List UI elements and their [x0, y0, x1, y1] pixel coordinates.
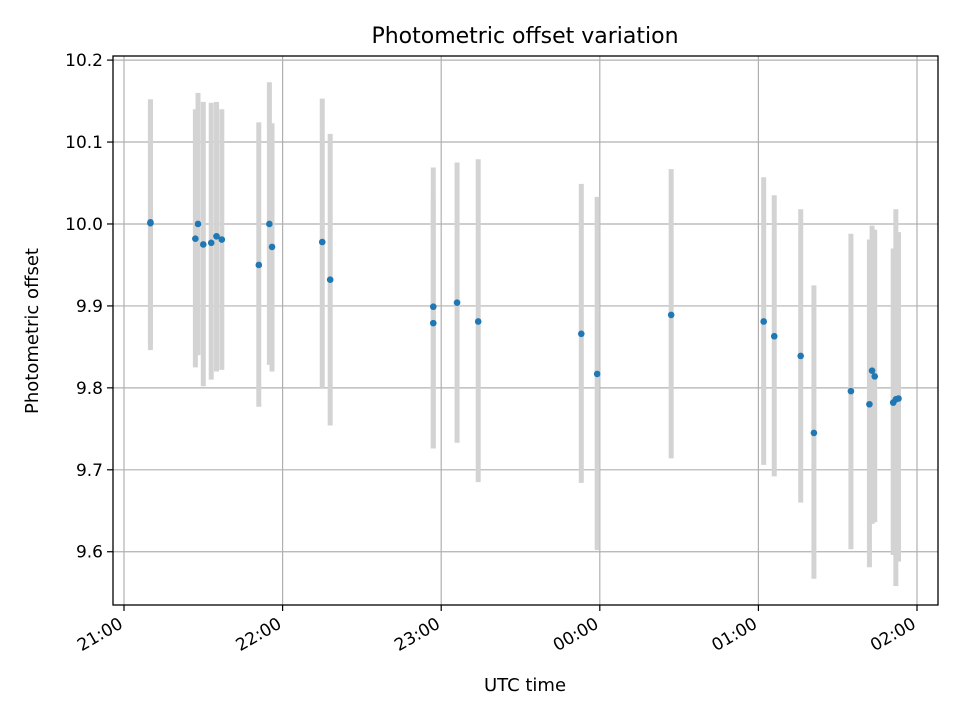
plot-frame: [112, 55, 939, 606]
data-point: [474, 318, 482, 325]
data-point: [866, 400, 873, 408]
data-point: [255, 261, 263, 269]
y-axis-label: Photometric offset: [22, 248, 43, 414]
data-point: [268, 243, 276, 251]
y-tick-label: 10.1: [65, 133, 103, 153]
data-point: [318, 238, 326, 246]
data-point: [797, 352, 804, 360]
data-points: [147, 219, 902, 437]
data-point: [200, 241, 207, 248]
chart-title: Photometric offset variation: [371, 24, 678, 49]
data-point: [147, 219, 154, 226]
data-point: [192, 235, 199, 243]
data-point: [266, 220, 273, 228]
data-point: [429, 303, 437, 311]
data-point: [770, 332, 778, 340]
data-point: [453, 299, 461, 306]
data-point: [868, 367, 876, 374]
x-axis-label: UTC time: [484, 675, 566, 696]
y-tick-label: 9.6: [76, 543, 103, 563]
data-point: [218, 236, 226, 243]
data-point: [847, 387, 855, 395]
y-tick-label: 9.9: [76, 297, 103, 317]
y-tick-label: 9.7: [76, 461, 103, 481]
data-point: [194, 220, 202, 228]
data-point: [213, 232, 220, 240]
data-point: [207, 239, 215, 247]
data-point: [760, 318, 767, 325]
y-tick-label: 9.8: [76, 379, 103, 399]
data-point: [871, 373, 879, 380]
data-point: [577, 330, 585, 338]
y-tick-label: 10.2: [65, 51, 103, 71]
data-point: [326, 276, 334, 283]
data-point: [667, 311, 675, 319]
data-point: [895, 395, 902, 402]
axis-ticks: 21:00 22:00 23:00 00:00 01:00 02:009.69.79.89…: [65, 51, 919, 656]
data-point: [593, 370, 601, 378]
data-point: [810, 429, 818, 437]
data-point: [429, 319, 437, 327]
y-tick-label: 10.0: [65, 215, 103, 235]
